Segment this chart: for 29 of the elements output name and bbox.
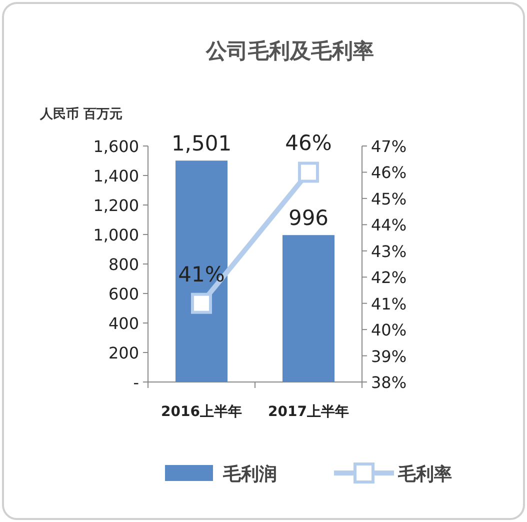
y2-tick-label: 39% [371,346,407,366]
y2-tick-label: 43% [371,242,407,261]
y2-tick-label: 40% [371,320,407,340]
y2-tick-label: 44% [371,216,407,235]
y-tick-label: 1,200 [93,196,139,215]
y-tick-label: 600 [108,284,139,304]
x-tick-label: 2017上半年 [268,404,349,420]
y2-tick-label: 47% [371,137,407,156]
y2-tick-label: 41% [371,294,407,314]
data-label: 1,501 [171,132,232,156]
y-axis-title: 人民币 百万元 [39,106,123,122]
y-tick-label: 1,600 [93,137,139,156]
y-tick-label: 200 [108,344,139,362]
y-tick-label: - [133,373,139,392]
y2-tick-label: 45% [371,189,407,208]
y2-tick-label: 42% [371,268,407,288]
x-tick-label: 2016上半年 [161,404,242,420]
data-label: 46% [285,131,332,156]
data-label: 41% [178,262,225,286]
chart-title: 公司毛利及毛利率 [205,39,374,63]
y-tick-label: 800 [108,255,139,274]
y-tick-label: 1,400 [93,166,139,186]
data-label: 996 [288,206,329,230]
y2-tick-label: 38% [371,373,407,392]
y-tick-label: 400 [108,314,139,333]
y-tick-label: 1,000 [93,226,139,244]
legend-label: 毛利润 [222,464,277,485]
y2-tick-label: 46% [371,163,407,182]
legend-label: 毛利率 [397,464,452,485]
